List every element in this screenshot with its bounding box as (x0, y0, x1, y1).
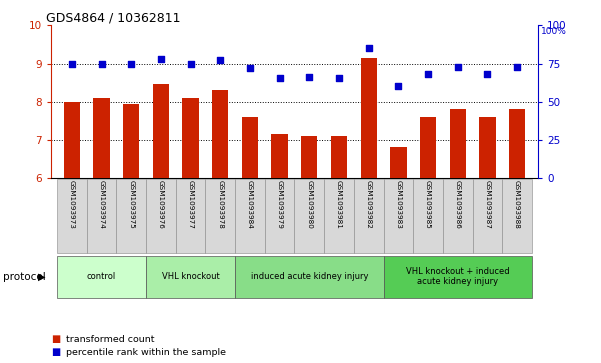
Bar (146, 256, 235, 298)
Text: GSM1093977: GSM1093977 (188, 180, 194, 229)
Bar (206, 179, 235, 253)
Text: GSM1093976: GSM1093976 (158, 180, 164, 229)
Text: GSM1093987: GSM1093987 (484, 180, 490, 229)
Text: GSM1093980: GSM1093980 (307, 180, 313, 229)
Bar (479, 117, 496, 178)
Point (126, 61, 136, 66)
Bar (265, 179, 294, 253)
Text: GSM1093983: GSM1093983 (395, 180, 401, 229)
Bar (383, 256, 532, 298)
Text: GSM1093981: GSM1093981 (336, 180, 342, 229)
Bar (331, 136, 347, 178)
Text: GSM1093978: GSM1093978 (218, 180, 224, 229)
Bar (294, 179, 324, 253)
Bar (383, 179, 413, 253)
Bar (242, 117, 258, 178)
Bar (354, 179, 383, 253)
Bar (212, 90, 228, 178)
Bar (175, 179, 206, 253)
Text: VHL knockout + induced
acute kidney injury: VHL knockout + induced acute kidney inju… (406, 267, 510, 286)
Bar (502, 179, 532, 253)
Text: GSM1093986: GSM1093986 (455, 180, 461, 229)
Bar (235, 256, 383, 298)
Bar (450, 109, 466, 178)
Text: GSM1093988: GSM1093988 (514, 180, 520, 229)
Bar (413, 179, 443, 253)
Text: induced acute kidney injury: induced acute kidney injury (251, 272, 368, 281)
Text: GSM1093973: GSM1093973 (69, 180, 75, 229)
Bar (93, 98, 110, 178)
Point (245, 65, 255, 71)
Text: VHL knockout: VHL knockout (162, 272, 219, 281)
Point (512, 64, 522, 70)
Point (216, 57, 225, 62)
Text: ■: ■ (51, 334, 60, 344)
Point (364, 45, 373, 50)
Text: 100%: 100% (541, 27, 567, 36)
Point (156, 56, 166, 62)
Point (453, 64, 463, 70)
Point (67, 61, 77, 66)
Bar (64, 102, 80, 178)
Bar (472, 179, 502, 253)
Bar (324, 179, 354, 253)
Bar (183, 98, 199, 178)
Text: GSM1093979: GSM1093979 (276, 180, 282, 229)
Text: GDS4864 / 10362811: GDS4864 / 10362811 (46, 11, 181, 24)
Bar (443, 179, 472, 253)
Text: GSM1093975: GSM1093975 (128, 180, 134, 229)
Point (305, 74, 314, 80)
Bar (57, 179, 87, 253)
Bar (390, 147, 406, 178)
Text: percentile rank within the sample: percentile rank within the sample (66, 348, 226, 356)
Text: control: control (87, 272, 116, 281)
Bar (123, 103, 139, 178)
Point (423, 71, 433, 77)
Point (394, 83, 403, 89)
Point (334, 75, 344, 81)
Bar (117, 179, 146, 253)
Point (275, 75, 284, 81)
Bar (57, 256, 146, 298)
Bar (146, 179, 175, 253)
Text: GSM1093974: GSM1093974 (99, 180, 105, 229)
Point (97, 61, 106, 66)
Text: ■: ■ (51, 347, 60, 357)
Text: GSM1093982: GSM1093982 (365, 180, 371, 229)
Bar (235, 179, 265, 253)
Text: protocol: protocol (3, 272, 46, 282)
Point (186, 61, 195, 66)
Bar (509, 109, 525, 178)
Bar (301, 136, 317, 178)
Point (483, 71, 492, 77)
Bar (272, 134, 288, 178)
Bar (420, 117, 436, 178)
Text: GSM1093984: GSM1093984 (247, 180, 253, 229)
Bar (87, 179, 117, 253)
Text: transformed count: transformed count (66, 335, 154, 344)
Text: GSM1093985: GSM1093985 (425, 180, 431, 229)
Text: ▶: ▶ (38, 272, 45, 282)
Bar (153, 85, 169, 178)
Bar (361, 58, 377, 178)
